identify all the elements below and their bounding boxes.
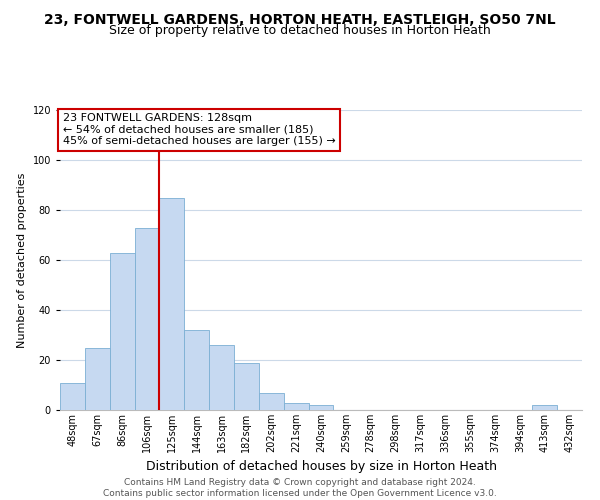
Bar bbox=[60, 382, 85, 410]
Bar bbox=[532, 405, 557, 410]
Bar bbox=[259, 392, 284, 410]
Bar bbox=[209, 345, 234, 410]
Bar bbox=[85, 348, 110, 410]
Text: Contains HM Land Registry data © Crown copyright and database right 2024.
Contai: Contains HM Land Registry data © Crown c… bbox=[103, 478, 497, 498]
Text: 23, FONTWELL GARDENS, HORTON HEATH, EASTLEIGH, SO50 7NL: 23, FONTWELL GARDENS, HORTON HEATH, EAST… bbox=[44, 12, 556, 26]
Bar bbox=[184, 330, 209, 410]
X-axis label: Distribution of detached houses by size in Horton Heath: Distribution of detached houses by size … bbox=[146, 460, 497, 473]
Bar bbox=[110, 252, 134, 410]
Bar bbox=[160, 198, 184, 410]
Bar bbox=[284, 402, 308, 410]
Bar bbox=[134, 228, 160, 410]
Y-axis label: Number of detached properties: Number of detached properties bbox=[17, 172, 27, 348]
Text: 23 FONTWELL GARDENS: 128sqm
← 54% of detached houses are smaller (185)
45% of se: 23 FONTWELL GARDENS: 128sqm ← 54% of det… bbox=[62, 113, 335, 146]
Bar bbox=[234, 362, 259, 410]
Bar bbox=[308, 405, 334, 410]
Text: Size of property relative to detached houses in Horton Heath: Size of property relative to detached ho… bbox=[109, 24, 491, 37]
